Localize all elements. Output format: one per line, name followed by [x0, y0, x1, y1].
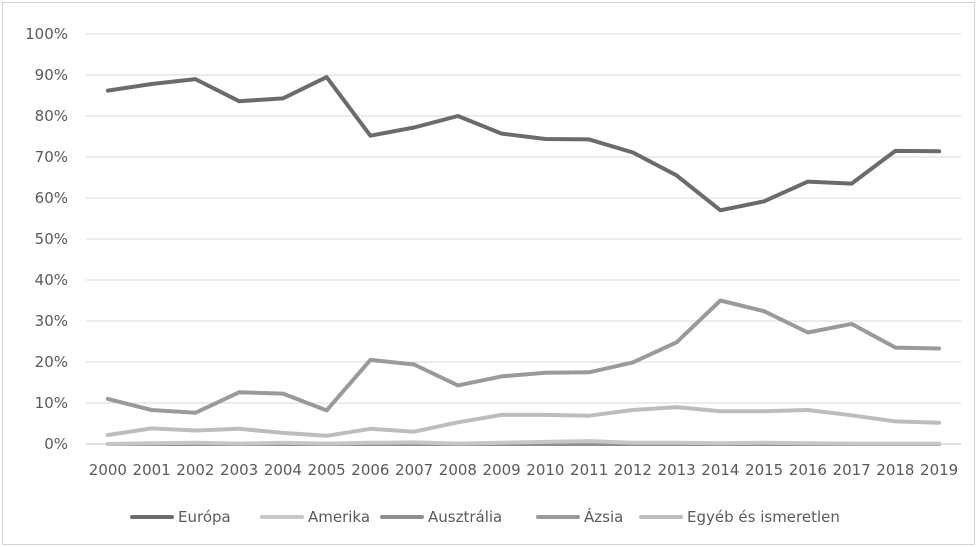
gridlines — [86, 33, 961, 445]
x-tick-label: 2018 — [876, 461, 914, 479]
y-tick-label: 10% — [35, 394, 68, 412]
x-tick-label: 2009 — [483, 461, 521, 479]
y-tick-label: 90% — [35, 66, 68, 84]
y-tick-label: 100% — [25, 25, 68, 43]
x-tick-label: 2003 — [220, 461, 258, 479]
y-tick-label: 50% — [35, 230, 68, 248]
x-tick-label: 2017 — [833, 461, 871, 479]
series-line-3 — [105, 298, 942, 415]
x-tick-label: 2016 — [789, 461, 827, 479]
y-axis-tick-labels: 0% 10% 20% 30% 40% 50% 60% 70% 80% 90% 100% — [25, 25, 68, 453]
y-tick-label: 70% — [35, 148, 68, 166]
x-tick-label: 2011 — [570, 461, 608, 479]
y-tick-label: 80% — [35, 107, 68, 125]
x-tick-label: 2012 — [614, 461, 652, 479]
series-line-0 — [105, 75, 942, 213]
legend-label: Ázsia — [584, 507, 623, 526]
legend-label: Egyéb és ismeretlen — [687, 508, 840, 526]
legend-label: Ausztrália — [428, 508, 502, 526]
x-tick-label: 2015 — [745, 461, 783, 479]
y-tick-label: 60% — [35, 189, 68, 207]
series-lines — [105, 75, 942, 446]
y-tick-label: 0% — [44, 435, 68, 453]
x-tick-label: 2008 — [439, 461, 477, 479]
x-tick-label: 2005 — [308, 461, 346, 479]
x-tick-label: 2002 — [176, 461, 214, 479]
x-tick-label: 2006 — [351, 461, 389, 479]
y-tick-label: 30% — [35, 312, 68, 330]
x-tick-label: 2014 — [701, 461, 739, 479]
x-tick-label: 2010 — [526, 461, 564, 479]
x-tick-label: 2000 — [89, 461, 127, 479]
x-tick-label: 2007 — [395, 461, 433, 479]
x-tick-label: 2001 — [133, 461, 171, 479]
x-tick-label: 2013 — [658, 461, 696, 479]
y-tick-label: 20% — [35, 353, 68, 371]
series-line-1 — [105, 439, 942, 446]
series-line-4 — [105, 405, 942, 438]
x-tick-label: 2004 — [264, 461, 302, 479]
legend-label: Európa — [178, 508, 231, 526]
legend-label: Amerika — [308, 508, 370, 526]
x-axis-tick-labels: 2000 2001 2002 2003 2004 2005 2006 2007 2008 2009… — [89, 461, 958, 479]
y-tick-label: 40% — [35, 271, 68, 289]
legend: Európa Amerika Ausztrália Ázsia Egyéb és ism… — [130, 507, 840, 526]
x-tick-label: 2019 — [920, 461, 958, 479]
